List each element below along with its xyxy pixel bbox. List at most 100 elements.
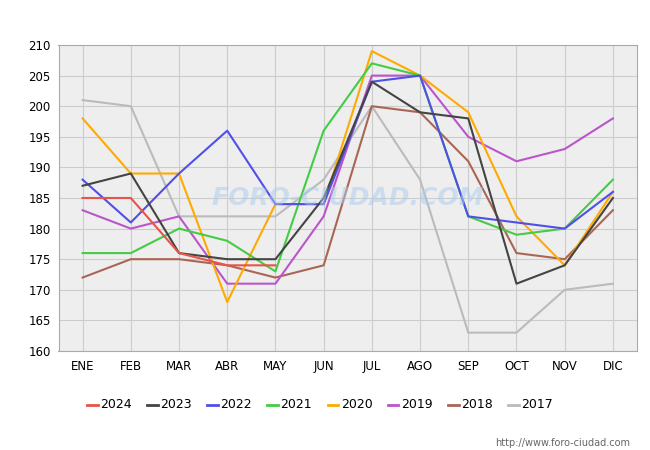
2024 xyxy=(175,250,183,256)
2023 xyxy=(272,256,280,262)
2021 xyxy=(272,269,280,274)
2018 xyxy=(513,250,521,256)
2023 xyxy=(320,195,328,201)
2022 xyxy=(224,128,231,133)
2019 xyxy=(561,146,569,152)
2022 xyxy=(561,226,569,231)
2017 xyxy=(464,330,472,335)
2021 xyxy=(561,226,569,231)
2020 xyxy=(175,171,183,176)
2022 xyxy=(127,220,135,225)
2018 xyxy=(224,263,231,268)
2017 xyxy=(513,330,521,335)
2020 xyxy=(127,171,135,176)
2017 xyxy=(272,214,280,219)
2017 xyxy=(79,97,86,103)
2021 xyxy=(609,177,617,182)
2023 xyxy=(368,79,376,85)
Text: 2018: 2018 xyxy=(461,399,493,411)
2022 xyxy=(416,73,424,78)
2021 xyxy=(127,250,135,256)
2022 xyxy=(320,202,328,207)
Text: 2024: 2024 xyxy=(100,399,132,411)
2022 xyxy=(175,171,183,176)
2019 xyxy=(272,281,280,286)
Line: 2018: 2018 xyxy=(83,106,613,278)
2017 xyxy=(609,281,617,286)
2022 xyxy=(609,189,617,194)
Text: FORO-CIUDAD.COM: FORO-CIUDAD.COM xyxy=(211,186,484,210)
2018 xyxy=(79,275,86,280)
2019 xyxy=(609,116,617,121)
Text: 2022: 2022 xyxy=(220,399,252,411)
2024 xyxy=(272,263,280,268)
Text: 2023: 2023 xyxy=(161,399,192,411)
2021 xyxy=(224,238,231,243)
Line: 2020: 2020 xyxy=(83,51,613,302)
2023 xyxy=(224,256,231,262)
2017 xyxy=(175,214,183,219)
2024 xyxy=(127,195,135,201)
2023 xyxy=(513,281,521,286)
2023 xyxy=(464,116,472,121)
Text: 2017: 2017 xyxy=(521,399,553,411)
2020 xyxy=(464,110,472,115)
2024 xyxy=(79,195,86,201)
2017 xyxy=(561,287,569,292)
2022 xyxy=(513,220,521,225)
2020 xyxy=(79,116,86,121)
2018 xyxy=(175,256,183,262)
Line: 2019: 2019 xyxy=(83,76,613,284)
Text: 2019: 2019 xyxy=(401,399,432,411)
2017 xyxy=(224,214,231,219)
Text: 2021: 2021 xyxy=(281,399,312,411)
2018 xyxy=(561,256,569,262)
Line: 2024: 2024 xyxy=(83,198,276,266)
Line: 2022: 2022 xyxy=(83,76,613,229)
2021 xyxy=(464,214,472,219)
2022 xyxy=(272,202,280,207)
2022 xyxy=(464,214,472,219)
2019 xyxy=(127,226,135,231)
2018 xyxy=(416,110,424,115)
Text: http://www.foro-ciudad.com: http://www.foro-ciudad.com xyxy=(495,438,630,448)
2017 xyxy=(368,104,376,109)
2019 xyxy=(224,281,231,286)
2022 xyxy=(79,177,86,182)
2021 xyxy=(416,73,424,78)
2020 xyxy=(513,214,521,219)
2018 xyxy=(127,256,135,262)
2019 xyxy=(368,73,376,78)
2021 xyxy=(513,232,521,238)
2019 xyxy=(175,214,183,219)
2020 xyxy=(561,263,569,268)
2019 xyxy=(79,207,86,213)
Line: 2021: 2021 xyxy=(83,63,613,271)
Text: Afiliados en Pedro Bernardo a 31/5/2024: Afiliados en Pedro Bernardo a 31/5/2024 xyxy=(157,9,493,27)
Line: 2017: 2017 xyxy=(83,100,613,333)
2018 xyxy=(464,158,472,164)
2023 xyxy=(561,263,569,268)
2019 xyxy=(320,214,328,219)
2021 xyxy=(175,226,183,231)
Text: 2020: 2020 xyxy=(341,399,372,411)
2018 xyxy=(320,263,328,268)
2019 xyxy=(513,158,521,164)
2017 xyxy=(127,104,135,109)
2023 xyxy=(609,195,617,201)
2017 xyxy=(416,177,424,182)
2020 xyxy=(416,73,424,78)
2023 xyxy=(416,110,424,115)
2023 xyxy=(175,250,183,256)
2020 xyxy=(609,189,617,194)
2019 xyxy=(464,134,472,140)
2023 xyxy=(79,183,86,189)
2021 xyxy=(320,128,328,133)
2020 xyxy=(272,202,280,207)
2018 xyxy=(368,104,376,109)
2021 xyxy=(368,61,376,66)
2024 xyxy=(224,263,231,268)
2018 xyxy=(609,207,617,213)
2018 xyxy=(272,275,280,280)
2022 xyxy=(368,79,376,85)
